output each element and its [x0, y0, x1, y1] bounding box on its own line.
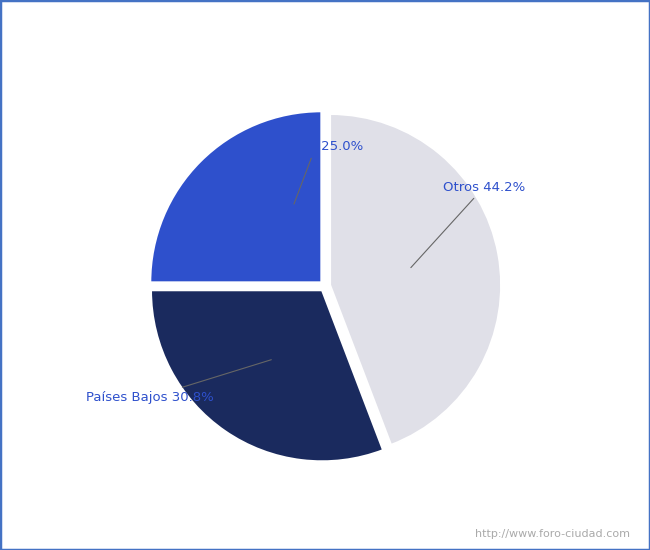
Wedge shape	[150, 111, 321, 282]
Text: Vinuesa - Turistas extranjeros según país - Agosto de 2024: Vinuesa - Turistas extranjeros según paí…	[81, 15, 569, 34]
Text: http://www.foro-ciudad.com: http://www.foro-ciudad.com	[476, 529, 630, 539]
Text: Países Bajos 30.8%: Países Bajos 30.8%	[86, 360, 271, 404]
Text: Francia 25.0%: Francia 25.0%	[268, 140, 363, 204]
Text: Otros 44.2%: Otros 44.2%	[411, 180, 525, 268]
Wedge shape	[151, 290, 383, 461]
Wedge shape	[330, 114, 501, 445]
